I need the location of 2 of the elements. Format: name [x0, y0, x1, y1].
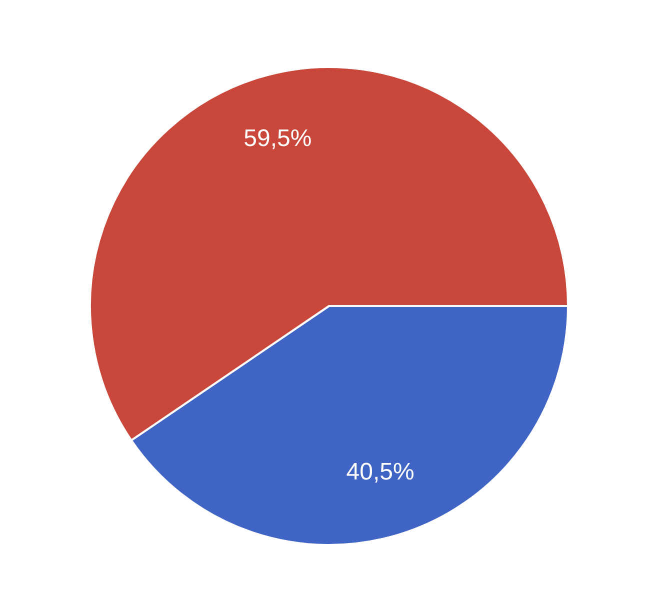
data-label: 40,5%	[346, 458, 414, 486]
data-label: 59,5%	[244, 124, 312, 152]
